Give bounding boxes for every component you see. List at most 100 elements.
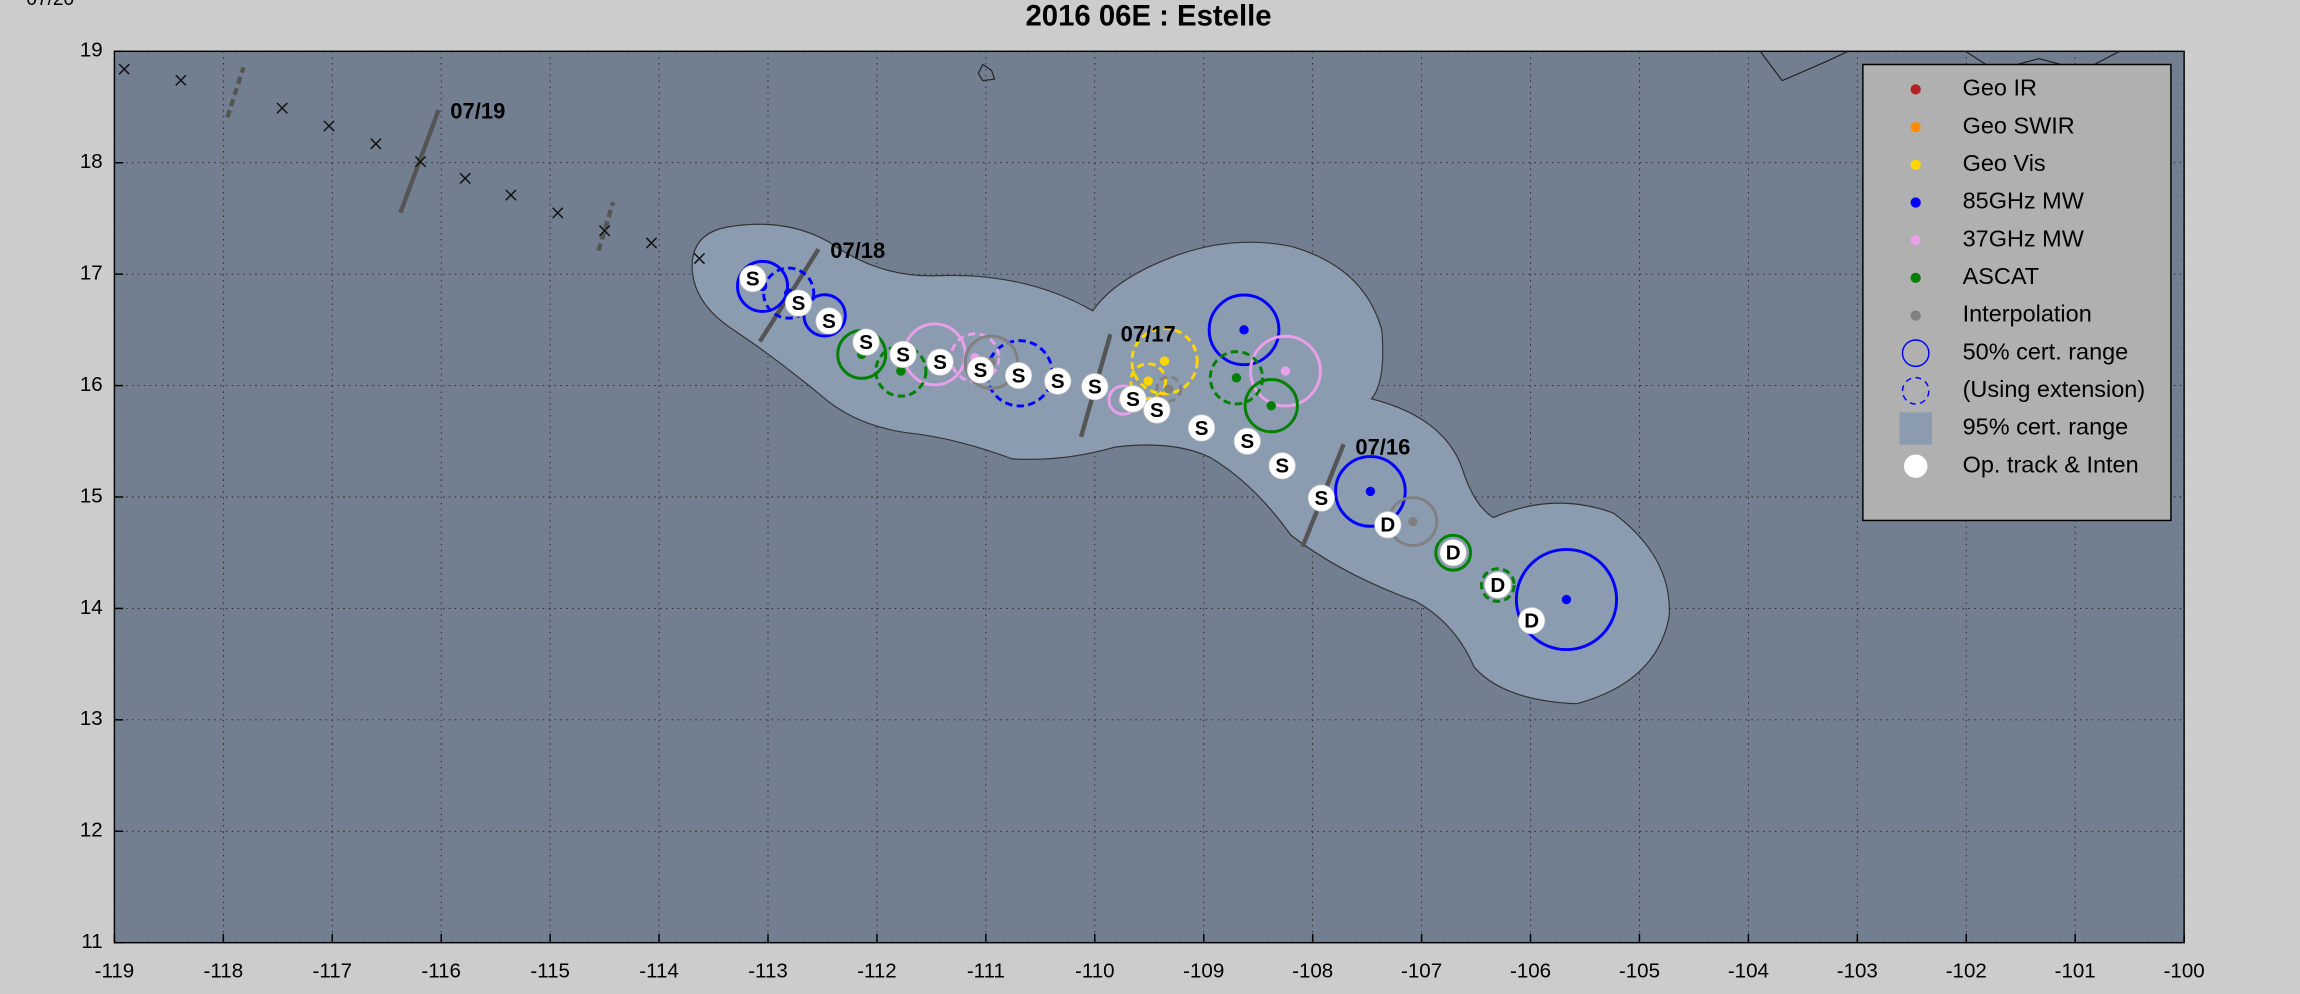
intensity-label: S bbox=[1275, 455, 1289, 478]
legend-label: Geo IR bbox=[1963, 75, 2037, 101]
past-track-mark bbox=[323, 120, 335, 132]
legend-marker bbox=[1910, 159, 1921, 170]
legend-marker bbox=[1910, 272, 1921, 283]
op-track-point bbox=[1187, 414, 1216, 442]
fix-point bbox=[1280, 366, 1291, 376]
legend-label: Geo SWIR bbox=[1963, 112, 2075, 138]
x-tick-label: -114 bbox=[639, 959, 679, 982]
fix-point bbox=[1159, 356, 1170, 366]
cert-95-region bbox=[691, 223, 1670, 705]
intensity-label: S bbox=[822, 310, 836, 333]
x-tick-label: -107 bbox=[1401, 959, 1442, 982]
date-line-dashed bbox=[596, 201, 616, 252]
past-track-mark bbox=[552, 207, 564, 219]
plot-area bbox=[113, 50, 2185, 944]
legend-marker bbox=[1910, 235, 1921, 246]
legend-marker bbox=[1910, 197, 1921, 208]
fix-point bbox=[896, 366, 906, 376]
intensity-label: S bbox=[746, 268, 760, 291]
op-track-point bbox=[1374, 511, 1402, 539]
cert-50-circle bbox=[874, 344, 928, 398]
intensity-label: S bbox=[859, 331, 873, 354]
past-track-mark bbox=[175, 74, 187, 86]
x-tick-label: -113 bbox=[748, 959, 788, 982]
legend-label: 95% cert. range bbox=[1963, 414, 2129, 440]
x-tick-label: -112 bbox=[857, 959, 897, 982]
island bbox=[977, 63, 996, 82]
op-track-point bbox=[1268, 452, 1296, 480]
x-tick-label: -118 bbox=[204, 959, 244, 982]
past-track-mark bbox=[598, 225, 611, 237]
cert-50-circle bbox=[1155, 375, 1183, 403]
op-track-point bbox=[1044, 367, 1072, 395]
x-tick-label: -106 bbox=[1510, 959, 1551, 982]
chart-title: 2016 06E : Estelle bbox=[1025, 0, 1271, 32]
op-track-point bbox=[1518, 607, 1546, 635]
legend-marker bbox=[1901, 339, 1930, 368]
fix-point bbox=[1164, 384, 1174, 394]
past-track-mark bbox=[276, 102, 288, 114]
x-tick-label: -103 bbox=[1837, 959, 1878, 982]
y-tick-label: 18 bbox=[80, 150, 103, 173]
op-track-point bbox=[1081, 373, 1109, 401]
op-track-point bbox=[1307, 484, 1335, 512]
past-track-mark bbox=[414, 155, 427, 168]
op-track-point bbox=[1484, 571, 1512, 599]
x-tick-label: -104 bbox=[1728, 959, 1769, 982]
y-tick-label: 19 bbox=[80, 39, 103, 62]
y-tick-label: 11 bbox=[81, 930, 102, 953]
cert-50-circle bbox=[1129, 362, 1168, 401]
past-track-mark bbox=[118, 63, 130, 75]
op-track-point bbox=[852, 328, 880, 356]
x-tick-label: -110 bbox=[1075, 959, 1115, 982]
legend-label: 85GHz MW bbox=[1963, 188, 2085, 214]
x-tick-label: -115 bbox=[530, 959, 570, 982]
intensity-label: S bbox=[933, 351, 947, 374]
intensity-label: D bbox=[1380, 514, 1395, 537]
cert-50-circle bbox=[736, 259, 790, 313]
intensity-label: S bbox=[1088, 376, 1102, 399]
legend-label: ASCAT bbox=[1963, 263, 2039, 289]
cert-50-circle bbox=[762, 266, 816, 320]
legend-marker bbox=[1901, 376, 1930, 405]
intensity-label: S bbox=[1315, 487, 1329, 510]
intensity-label: D bbox=[1490, 574, 1505, 597]
x-tick-label: -108 bbox=[1292, 959, 1333, 982]
intensity-label: S bbox=[1126, 388, 1140, 411]
op-track-point bbox=[1119, 385, 1147, 413]
intensity-label: D bbox=[1446, 542, 1461, 565]
past-track-mark bbox=[370, 138, 382, 150]
date-label: 07/16 bbox=[1355, 434, 1410, 459]
y-tick-label: 17 bbox=[80, 262, 103, 285]
legend-marker bbox=[1899, 412, 1932, 445]
corner-label: 07/20 bbox=[26, 0, 74, 10]
op-track-point bbox=[1004, 361, 1033, 390]
legend-marker bbox=[1910, 84, 1921, 95]
op-track-point bbox=[966, 356, 994, 384]
x-tick-label: -100 bbox=[2164, 959, 2205, 982]
intensity-label: S bbox=[896, 343, 910, 366]
intensity-label: S bbox=[1240, 430, 1254, 453]
cert-50-circle bbox=[1480, 567, 1516, 603]
past-track-mark bbox=[459, 172, 471, 184]
intensity-label: S bbox=[1051, 370, 1065, 393]
past-track-mark bbox=[693, 252, 706, 265]
axes: -119 -118 -117 -116 -115 -114 -113 -112 -111 -110… bbox=[80, 39, 2205, 983]
legend-marker bbox=[1910, 121, 1921, 133]
op-track-point bbox=[1233, 427, 1261, 455]
x-tick-label: -111 bbox=[967, 959, 1005, 982]
op-track-point bbox=[1143, 396, 1171, 424]
legend: Geo IR Geo SWIR Geo Vis 85GHz MW 37GHz MW ASC… bbox=[1899, 75, 2145, 478]
x-tick-label: -119 bbox=[95, 959, 135, 982]
y-tick-label: 16 bbox=[80, 373, 103, 396]
legend-label: Interpolation bbox=[1963, 301, 2092, 327]
y-tick-label: 14 bbox=[80, 596, 103, 619]
x-tick-label: -116 bbox=[421, 959, 461, 982]
fix-point bbox=[1239, 325, 1249, 335]
fix-point bbox=[1408, 516, 1418, 527]
x-tick-label: -105 bbox=[1619, 959, 1660, 982]
op-track-point bbox=[1439, 539, 1467, 567]
fix-point bbox=[1561, 594, 1572, 605]
x-tick-label: -102 bbox=[1946, 959, 1987, 982]
